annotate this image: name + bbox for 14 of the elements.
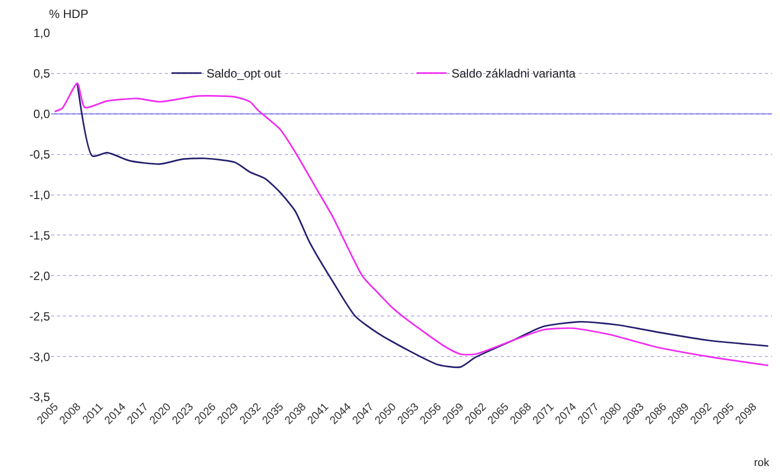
y-tick-label: -0,5 [29,148,50,162]
legend-label: Saldo_opt out [206,66,282,81]
y-tick-label: -3,0 [29,350,50,364]
y-tick-label: -3,5 [29,390,50,404]
y-tick-label: -2,5 [29,309,50,324]
y-tick-label: 0,5 [33,66,50,81]
y-tick-label: 0,0 [33,107,50,122]
y-axis-title: % HDP [49,7,88,21]
x-axis-title: rok [754,457,770,469]
y-tick-label: -1,0 [29,188,50,202]
y-tick-label: -2,0 [29,268,50,283]
legend-label: Saldo základni varianta [452,66,576,81]
y-tick-label: -1,5 [29,228,50,242]
y-tick-label: 1,0 [33,26,50,40]
